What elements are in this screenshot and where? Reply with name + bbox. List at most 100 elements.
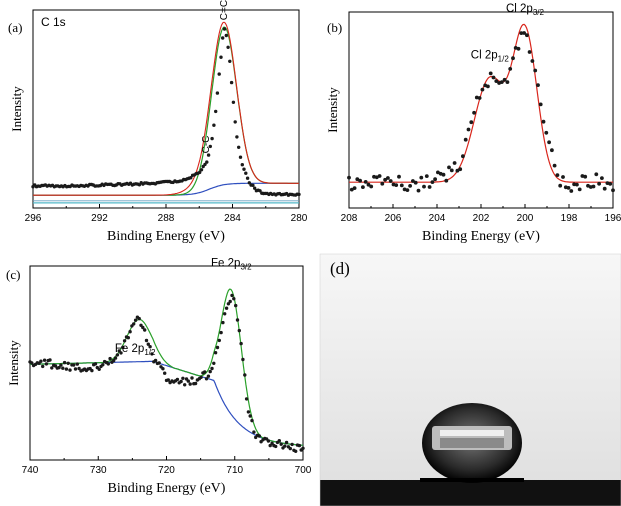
data-point bbox=[221, 36, 225, 40]
data-point bbox=[292, 448, 296, 452]
data-point bbox=[488, 71, 493, 76]
data-point bbox=[469, 120, 474, 125]
data-point bbox=[181, 376, 185, 380]
data-point bbox=[246, 410, 251, 414]
data-point bbox=[228, 299, 232, 304]
data-point bbox=[494, 79, 499, 83]
envelope-fit bbox=[30, 288, 303, 446]
data-point bbox=[59, 363, 63, 367]
data-point bbox=[284, 440, 289, 445]
data-point bbox=[64, 367, 69, 371]
data-point bbox=[259, 440, 263, 444]
data-point bbox=[461, 154, 465, 159]
data-point bbox=[240, 163, 244, 167]
x-tick-label: 700 bbox=[295, 465, 312, 476]
data-point bbox=[208, 144, 212, 149]
data-point bbox=[497, 81, 501, 85]
data-point bbox=[42, 358, 47, 362]
x-tick-label: 720 bbox=[158, 465, 175, 476]
data-point bbox=[150, 352, 154, 356]
droplet-highlight bbox=[440, 430, 504, 436]
data-point bbox=[438, 171, 443, 176]
data-point bbox=[121, 345, 125, 349]
data-point bbox=[229, 80, 234, 85]
data-point bbox=[268, 443, 272, 448]
data-point bbox=[600, 176, 604, 181]
y-axis-label: Intensity bbox=[325, 87, 340, 133]
peak-annotation: C-C bbox=[201, 136, 212, 154]
data-point bbox=[391, 182, 396, 187]
data-point bbox=[144, 338, 149, 343]
x-tick-label: 288 bbox=[158, 213, 175, 224]
data-point bbox=[605, 181, 610, 186]
data-point bbox=[552, 163, 557, 168]
data-point bbox=[550, 148, 554, 153]
data-point bbox=[239, 341, 243, 346]
data-point bbox=[422, 184, 426, 189]
data-point bbox=[275, 440, 280, 445]
data-point bbox=[411, 179, 415, 183]
data-point bbox=[214, 109, 218, 114]
x-tick-label: 196 bbox=[605, 213, 621, 224]
data-point bbox=[463, 137, 468, 142]
data-point bbox=[243, 373, 247, 377]
chart-title: C 1s bbox=[41, 15, 66, 29]
data-point bbox=[374, 175, 379, 180]
droplet-mid bbox=[440, 438, 504, 448]
data-point bbox=[397, 174, 401, 179]
data-point bbox=[594, 172, 599, 177]
data-point bbox=[253, 186, 257, 190]
x-tick-label: 296 bbox=[25, 213, 42, 224]
data-point bbox=[538, 102, 543, 107]
data-point bbox=[233, 120, 237, 124]
data-point bbox=[139, 323, 143, 327]
data-point bbox=[563, 185, 568, 190]
data-point bbox=[547, 140, 551, 145]
data-point bbox=[192, 382, 196, 386]
data-point bbox=[188, 382, 192, 386]
data-point bbox=[399, 183, 404, 188]
data-point bbox=[92, 363, 96, 367]
x-tick-label: 740 bbox=[22, 465, 39, 476]
x-tick-label: 208 bbox=[341, 213, 358, 224]
data-point bbox=[177, 381, 181, 385]
data-point bbox=[133, 318, 138, 322]
data-point bbox=[522, 31, 526, 35]
data-point bbox=[363, 180, 368, 184]
data-point bbox=[474, 95, 479, 100]
data-point bbox=[212, 361, 216, 365]
data-point bbox=[148, 345, 152, 349]
data-point bbox=[204, 377, 209, 381]
data-point bbox=[206, 153, 211, 157]
data-point bbox=[386, 176, 390, 180]
data-point bbox=[380, 181, 385, 186]
data-point bbox=[152, 360, 156, 364]
data-point bbox=[245, 176, 250, 180]
data-point bbox=[146, 342, 150, 346]
data-point bbox=[210, 366, 214, 371]
data-point bbox=[208, 369, 212, 374]
data-point bbox=[361, 185, 365, 190]
x-tick-label: 202 bbox=[473, 213, 490, 224]
x-axis-label: Binding Energy (eV) bbox=[107, 229, 225, 244]
data-point bbox=[201, 164, 205, 169]
x-axis-label: Binding Energy (eV) bbox=[108, 481, 226, 496]
data-point bbox=[483, 83, 488, 88]
data-point bbox=[235, 318, 240, 322]
data-point bbox=[215, 345, 220, 350]
data-point bbox=[230, 293, 234, 298]
data-point bbox=[113, 356, 118, 360]
data-point bbox=[168, 380, 172, 385]
peak-annotation: Fe 2p3/2 bbox=[211, 258, 252, 272]
data-point bbox=[77, 366, 81, 371]
data-point bbox=[427, 185, 432, 189]
data-point bbox=[477, 96, 482, 100]
data-point bbox=[252, 430, 256, 434]
data-point bbox=[159, 365, 163, 369]
data-point bbox=[508, 67, 513, 71]
data-point bbox=[290, 442, 294, 447]
panel-label: (d) bbox=[330, 259, 350, 278]
data-point bbox=[505, 80, 510, 84]
x-tick-label: 200 bbox=[517, 213, 534, 224]
